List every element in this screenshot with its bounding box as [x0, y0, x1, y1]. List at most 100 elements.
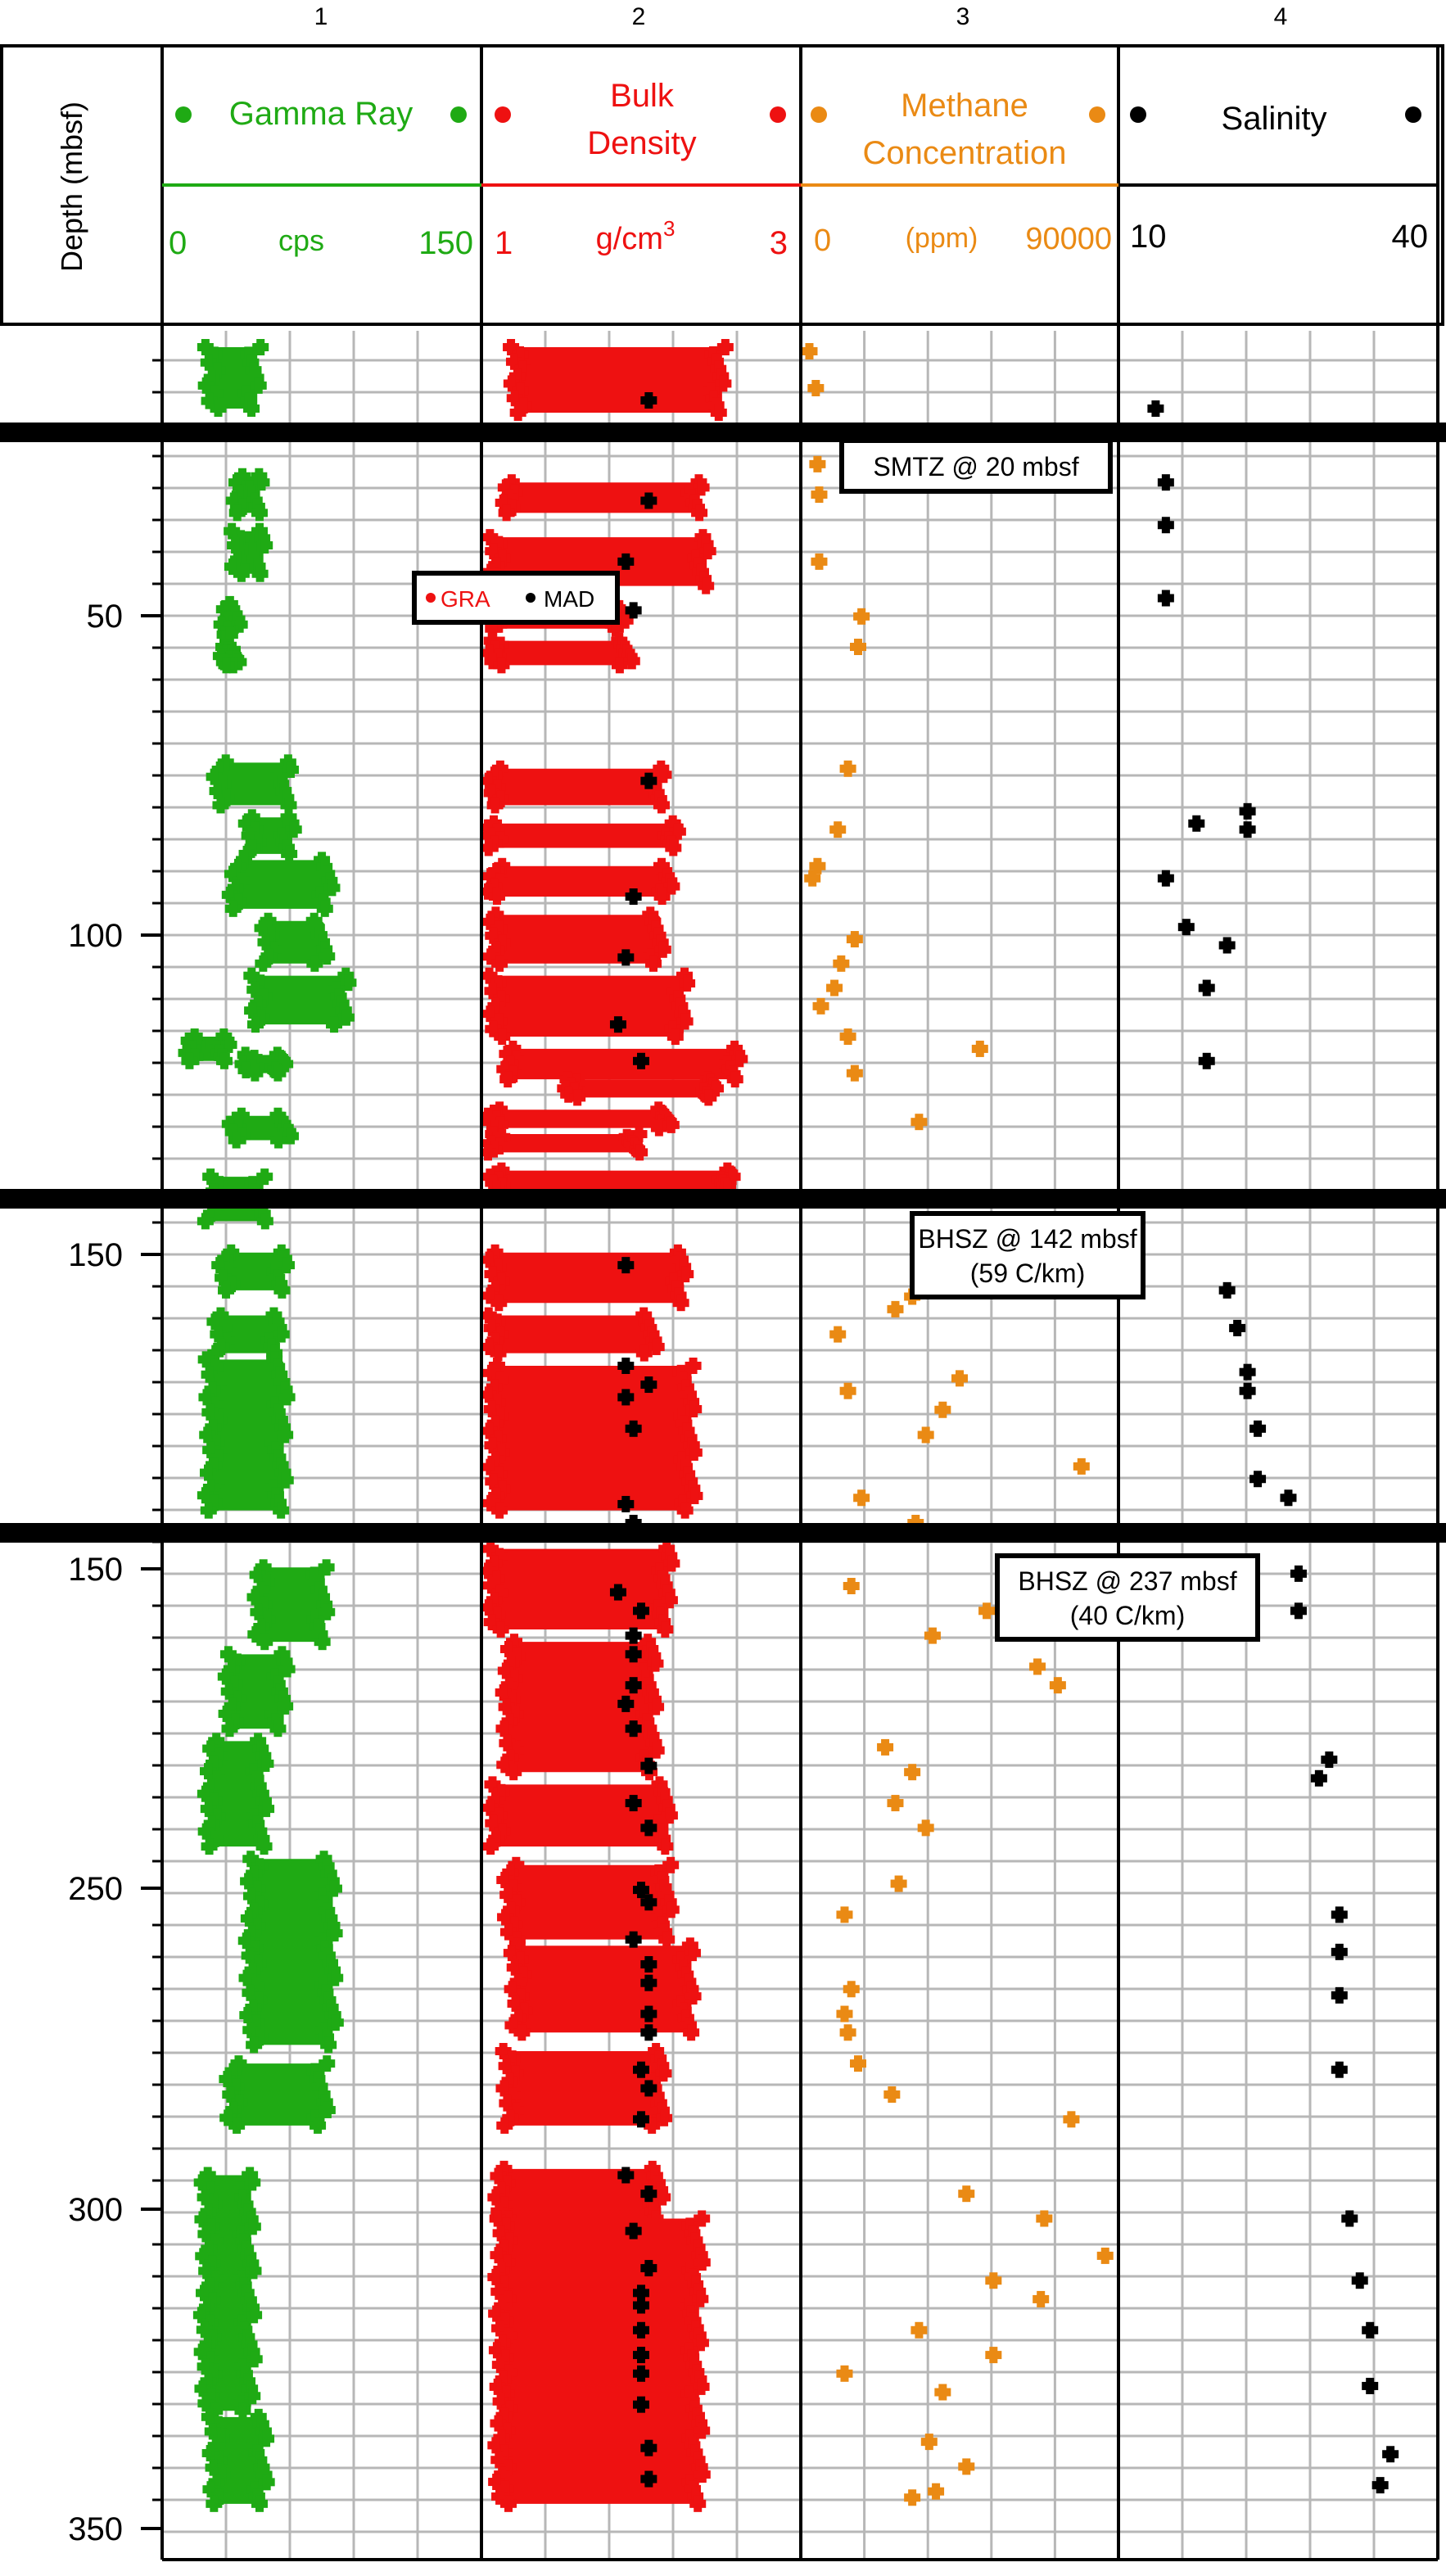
gamma-point [246, 1902, 263, 1919]
gra-point-v [513, 1894, 522, 1911]
methane-point-v [840, 2005, 849, 2022]
gra-point [495, 1720, 513, 1738]
gra-point [492, 1621, 509, 1638]
gra-point-v [495, 2452, 504, 2469]
gamma-point [224, 2063, 242, 2080]
gra-point [494, 2298, 511, 2315]
methane-point-v [956, 1370, 964, 1387]
gamma-point [227, 537, 244, 554]
gra-point-v [486, 529, 495, 546]
gamma-point-v [215, 1257, 224, 1274]
gra-point-v [496, 790, 505, 807]
gra-point-v [698, 2422, 707, 2439]
methane-point [887, 1300, 904, 1317]
gra-point-v [667, 1901, 676, 1918]
depth-tick-label: 150 [68, 1237, 123, 1273]
salinity-point [1290, 1602, 1307, 1620]
gamma-point [257, 933, 274, 951]
gra-point [480, 1562, 496, 1579]
methane-point [812, 997, 829, 1015]
gamma-point-v [318, 1634, 327, 1651]
salinity-point [1157, 517, 1174, 534]
gra-point [506, 1959, 523, 1976]
methane-point [839, 2024, 856, 2041]
gra-point-v [703, 543, 712, 560]
gra-point [676, 1502, 694, 1519]
gamma-point [319, 948, 336, 965]
gra-point [502, 1864, 519, 1881]
gra-point-v [698, 2210, 707, 2227]
gra-point [485, 543, 502, 560]
gra-point [654, 941, 671, 958]
gra-point [488, 1570, 505, 1587]
gra-point [505, 1065, 522, 1082]
salinity-point-v [1161, 474, 1170, 491]
gamma-point [225, 492, 242, 509]
gamma-point [212, 797, 229, 814]
gamma-point [250, 834, 267, 851]
gamma-point [251, 1895, 269, 1912]
gra-point-v [500, 2117, 509, 2134]
gra-point [499, 2290, 517, 2307]
gamma-point-v [262, 1801, 271, 1818]
methane-point-v [830, 979, 839, 997]
gra-point [689, 2495, 707, 2512]
mad-point [640, 492, 657, 509]
gamma-point-v [255, 1858, 264, 1875]
gamma-point-v [254, 834, 263, 851]
methane-point [839, 1028, 856, 1046]
gra-point-v [680, 1502, 689, 1519]
gamma-point [243, 809, 260, 826]
gra-point-v [496, 1326, 505, 1343]
gamma-point-v [228, 1276, 237, 1293]
gamma-point [257, 1755, 274, 1772]
gra-point-v [495, 2357, 504, 2374]
gamma-point-v [215, 762, 224, 779]
gamma-point-v [251, 821, 260, 838]
gamma-point [256, 537, 273, 554]
methane-point [890, 1875, 907, 1892]
gra-point-v [487, 784, 496, 802]
salinity-point [1239, 1363, 1256, 1381]
gamma-point [244, 2174, 261, 2191]
gra-point-v [492, 888, 501, 905]
methane-point-v [847, 1981, 856, 1998]
gra-interval [480, 857, 680, 905]
gamma-point [204, 2423, 221, 2440]
gra-point [496, 1060, 513, 1078]
mad-point [633, 2321, 649, 2339]
gra-point [493, 1272, 510, 1290]
gra-point [483, 784, 500, 802]
gamma-point [200, 1464, 217, 1481]
gamma-point-v [210, 385, 219, 402]
gamma-point-v [278, 1281, 287, 1299]
gamma-point [228, 2078, 245, 2095]
gra-point-v [513, 1647, 522, 1665]
gamma-point-v [250, 2351, 259, 2368]
gra-point-v [508, 1691, 517, 1708]
gra-point-v [489, 1020, 498, 1037]
gra-point-v [667, 1116, 676, 1133]
gamma-point [273, 1326, 290, 1343]
gamma-point [208, 2474, 225, 2491]
gamma-point [206, 1358, 224, 1376]
gamma-point-v [260, 537, 269, 554]
salinity-point [1331, 1986, 1348, 2004]
gamma-point-v [260, 1634, 269, 1651]
gamma-point-v [201, 1823, 210, 1840]
methane-point-v [908, 2489, 917, 2506]
gamma-point-v [242, 815, 251, 832]
gra-point-v [518, 360, 527, 377]
gra-interval-core [491, 1109, 669, 1128]
gamma-point [258, 2474, 275, 2491]
gamma-point [337, 1009, 355, 1026]
gamma-point-v [245, 827, 254, 844]
gra-point [495, 2080, 513, 2097]
gra-point-v [489, 1473, 498, 1490]
mad-point [625, 1931, 642, 1948]
gamma-point-v [310, 955, 319, 972]
gamma-point-v [210, 1830, 219, 1847]
gamma-point-v [217, 2430, 226, 2447]
gra-point-v [661, 1838, 670, 1855]
methane-point [846, 1064, 863, 1082]
